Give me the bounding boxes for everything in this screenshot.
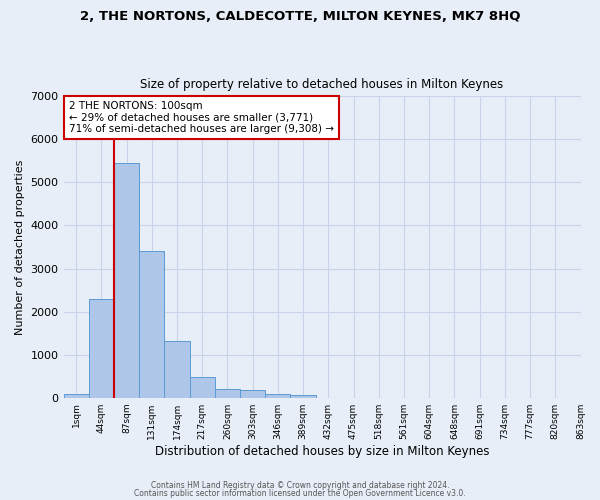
Bar (265, 394, 290, 398)
Text: Contains HM Land Registry data © Crown copyright and database right 2024.: Contains HM Land Registry data © Crown c… (151, 481, 449, 490)
Text: 2, THE NORTONS, CALDECOTTE, MILTON KEYNES, MK7 8HQ: 2, THE NORTONS, CALDECOTTE, MILTON KEYNE… (80, 10, 520, 23)
Text: Contains public sector information licensed under the Open Government Licence v3: Contains public sector information licen… (134, 488, 466, 498)
Bar (89, 298, 114, 398)
Title: Size of property relative to detached houses in Milton Keynes: Size of property relative to detached ho… (140, 78, 503, 91)
Bar (215, 389, 240, 398)
Bar (240, 390, 265, 398)
Bar (164, 342, 190, 398)
Bar (139, 252, 164, 398)
X-axis label: Distribution of detached houses by size in Milton Keynes: Distribution of detached houses by size … (155, 444, 489, 458)
Bar (64, 394, 89, 398)
Bar (190, 376, 215, 398)
Bar (114, 163, 139, 398)
Bar (290, 395, 316, 398)
Text: 2 THE NORTONS: 100sqm
← 29% of detached houses are smaller (3,771)
71% of semi-d: 2 THE NORTONS: 100sqm ← 29% of detached … (69, 101, 334, 134)
Y-axis label: Number of detached properties: Number of detached properties (15, 160, 25, 334)
